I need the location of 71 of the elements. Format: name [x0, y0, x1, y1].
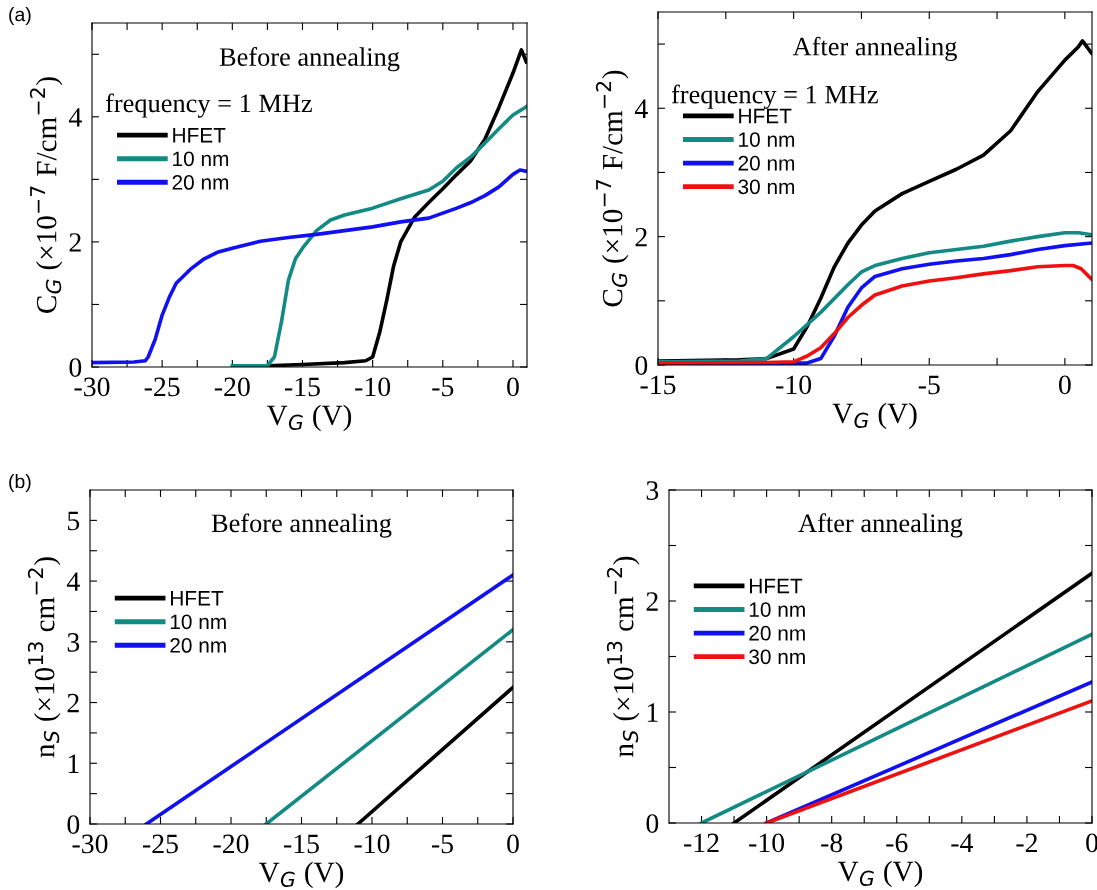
y-tick-label: 0 — [646, 814, 659, 833]
legend-label: 20 nm — [749, 625, 805, 641]
text: After annealing — [798, 513, 963, 538]
x-tick-label: -20 — [214, 377, 250, 397]
x-tick-label: -5 — [431, 834, 453, 854]
annotation: frequency = 1 MHz — [671, 84, 878, 109]
y-tick-label: 0 — [635, 356, 648, 375]
x-tick-label: -25 — [143, 834, 178, 854]
x-tick-label: -20 — [213, 834, 249, 854]
x-tick-label: -4 — [951, 833, 973, 852]
y-tick-label: 3 — [67, 633, 80, 652]
annotation: frequency = 1 MHz — [105, 93, 312, 118]
y-tick-label: 4 — [634, 99, 648, 118]
legend-label: 10 nm — [170, 614, 226, 630]
x-tick-label: -5 — [432, 377, 454, 397]
y-tick-label: 2 — [69, 233, 81, 252]
legend-label: HFET — [750, 578, 803, 594]
y-tick-label: 1 — [647, 703, 658, 722]
y-axis-title: n$_{S}$ (×10$^{13}$ cm$^{−2}$) — [27, 557, 61, 758]
x-axis-title: V$_{G}$ (V) — [837, 860, 923, 888]
x-axis-title: V$_{G}$ (V) — [832, 402, 917, 430]
legend-label: 10 nm — [749, 602, 805, 617]
legend-label: 30 nm — [749, 649, 805, 665]
y-axis-title: C$_{G}$ (×10$^{−7}$ F/cm$^{−2}$) — [29, 77, 63, 313]
y-tick-label: 3 — [646, 481, 659, 500]
text: Before annealing — [211, 513, 392, 538]
y-tick-label: 4 — [68, 108, 82, 127]
x-tick-label: -30 — [72, 834, 108, 854]
x-tick-label: -10 — [355, 377, 391, 397]
legend-label: HFET — [173, 128, 226, 143]
legend-label: HFET — [171, 591, 224, 606]
x-tick-label: -8 — [821, 833, 843, 853]
x-tick-label: -15 — [284, 834, 319, 854]
x-tick-label: 0 — [507, 834, 519, 854]
legend-label: 20 nm — [738, 155, 795, 171]
x-tick-label: -2 — [1016, 833, 1037, 852]
text: (a) — [9, 7, 31, 26]
y-tick-label: 2 — [67, 693, 79, 713]
legend-label: 20 nm — [172, 175, 229, 190]
text: (b) — [9, 474, 31, 493]
legend-label: 30 nm — [738, 179, 795, 195]
y-axis-title: n$_{S}$ (×10$^{13}$ cm$^{−2}$) — [606, 556, 640, 757]
legend-label: 10 nm — [173, 151, 229, 167]
x-tick-label: -5 — [918, 375, 940, 395]
text: Before annealing — [219, 47, 400, 72]
x-tick-label: 0 — [1058, 375, 1071, 395]
y-tick-label: 1 — [68, 754, 79, 773]
x-tick-label: -30 — [74, 377, 110, 397]
y-tick-label: 2 — [646, 592, 658, 611]
x-tick-label: -10 — [776, 375, 812, 395]
x-tick-label: 0 — [1086, 833, 1097, 853]
y-axis-title: C$_{G}$ (×10$^{−7}$ F/cm$^{−2}$) — [595, 70, 629, 307]
y-tick-label: 0 — [67, 815, 80, 834]
x-axis-title: V$_{G}$ (V) — [258, 861, 344, 889]
x-tick-label: -10 — [749, 833, 785, 853]
x-tick-label: -6 — [886, 833, 908, 853]
y-tick-label: 5 — [68, 511, 80, 531]
y-tick-label: 0 — [69, 358, 82, 377]
x-axis-title: V$_{G}$ (V) — [266, 404, 352, 432]
y-tick-label: 2 — [635, 227, 647, 247]
legend-label: 20 nm — [170, 638, 226, 653]
x-tick-label: -15 — [640, 375, 676, 395]
x-tick-label: -10 — [354, 834, 390, 854]
text: After annealing — [792, 36, 957, 61]
x-tick-label: -25 — [144, 377, 180, 397]
x-tick-label: -15 — [285, 377, 320, 397]
x-tick-label: -12 — [684, 833, 719, 852]
legend-label: 10 nm — [739, 132, 795, 147]
x-tick-label: 0 — [507, 377, 519, 397]
legend-label: HFET — [739, 108, 792, 124]
y-tick-label: 4 — [66, 572, 80, 591]
